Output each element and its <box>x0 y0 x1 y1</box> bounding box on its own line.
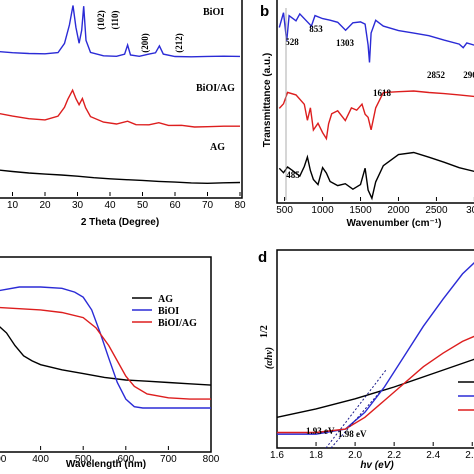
xrd-series-ag <box>0 169 241 185</box>
ftir-peak-label: 1303 <box>336 38 355 48</box>
ftir-series-1 <box>278 90 474 141</box>
tauc-xtick-label: 2.2 <box>387 450 401 461</box>
uvvis-xtick-label: 600 <box>117 454 134 465</box>
panel-b-xlabel: Wavenumber (cm⁻¹) <box>347 218 442 229</box>
ftir-peak-label: 1618 <box>373 88 392 98</box>
ftir-xtick-label: 1500 <box>349 205 372 216</box>
svg-text:hv (eV): hv (eV) <box>360 460 394 471</box>
panel-b-ylabel: Transmittance (a.u.) <box>262 53 273 147</box>
ftir-peak-label: 528 <box>285 37 299 47</box>
uvvis-xtick-label: 500 <box>75 454 92 465</box>
uvvis-xtick-label: 400 <box>32 454 49 465</box>
uvvis-xtick-label: 300 <box>0 454 7 465</box>
ftir-peak-label: 853 <box>309 24 323 34</box>
svg-text:(αhv): (αhv) <box>264 347 275 369</box>
panel-d-tauc: d 1.6 1.8 2.0 2.2 2.4 2.6 1.93 eV 1.98 eV (αh… <box>258 249 474 471</box>
panel-d-legend-stubs <box>458 381 474 411</box>
panel-c-legend: AG BiOI BiOI/AG <box>132 294 197 329</box>
svg-text:1/2: 1/2 <box>259 325 270 338</box>
ftir-xtick-label: 2000 <box>387 205 410 216</box>
uvvis-series-bioi <box>0 286 211 409</box>
panel-a-xrd: (102) (110) (200) (212) 10 20 30 40 50 60 70 80 Bi… <box>0 0 246 228</box>
tauc-xtick-label: 2.0 <box>348 450 362 461</box>
tangent-dotted-2 <box>330 391 381 449</box>
legend-bioi: BiOI <box>158 306 179 317</box>
xrd-xtick-label: 10 <box>7 200 19 211</box>
panel-d-ylabel: (αhv) 1/2 <box>259 325 275 369</box>
series-label-ag: AG <box>210 142 225 153</box>
ftir-peak-label: 485 <box>286 170 300 180</box>
ftir-xtick-label: 1000 <box>311 205 334 216</box>
panel-a-xlabel: 2 Theta (Degree) <box>81 217 159 228</box>
xrd-xtick-label: 80 <box>234 200 246 211</box>
uvvis-xtick-label: 700 <box>160 454 177 465</box>
tauc-series-2 <box>277 335 474 434</box>
xrd-series-bioi <box>0 5 241 58</box>
tauc-series-0 <box>276 358 474 418</box>
panel-letter-d: d <box>258 249 267 266</box>
legend-bioi-ag: BiOI/AG <box>158 318 197 329</box>
ftir-series-2 <box>278 151 474 201</box>
ftir-xtick-label: 500 <box>276 205 293 216</box>
legend-ag: AG <box>158 294 173 305</box>
tauc-xtick-label: 1.6 <box>270 450 284 461</box>
tauc-xtick-label: 2.4 <box>426 450 440 461</box>
ftir-peak-label: 296 <box>463 70 474 80</box>
panel-b-ftir: b 528 853 1303 1618 2852 296 485 500 1000 1500 20… <box>260 0 474 229</box>
panel-b-frame <box>276 0 474 204</box>
bandgap-label-2: 1.98 eV <box>338 429 367 439</box>
series-label-bioi: BiOI <box>203 7 224 18</box>
panel-c-frame <box>0 256 212 453</box>
xrd-xtick-label: 60 <box>169 200 181 211</box>
xrd-xtick-label: 20 <box>39 200 51 211</box>
tauc-xtick-label: 1.8 <box>309 450 323 461</box>
ftir-xtick-label: 300 <box>466 205 474 216</box>
ftir-peak-label: 2852 <box>427 70 446 80</box>
xrd-xtick-label: 70 <box>202 200 214 211</box>
xrd-xtick-label: 50 <box>137 200 149 211</box>
xrd-series-bioi-ag <box>0 88 240 128</box>
panel-d-frame <box>276 249 474 449</box>
uvvis-series-bioi-ag <box>0 306 211 400</box>
panel-c-xlabel: Wavelength (nm) <box>66 459 146 470</box>
series-label-bioi-ag: BiOI/AG <box>196 83 235 94</box>
xrd-peak-label: (200) <box>140 33 150 53</box>
panel-letter-b: b <box>260 3 269 20</box>
panel-a-frame <box>0 0 243 199</box>
tauc-series-1 <box>277 262 474 435</box>
uvvis-series-ag <box>0 326 212 386</box>
tangent-dotted-1 <box>325 369 387 449</box>
xrd-xtick-label: 40 <box>104 200 116 211</box>
xrd-peak-label: (212) <box>174 33 184 53</box>
panel-d-xlabel: hv (eV) <box>360 460 394 471</box>
xrd-peak-label: (102) <box>96 10 106 30</box>
uvvis-xtick-label: 800 <box>203 454 220 465</box>
xrd-peak-label: (110) <box>110 10 120 29</box>
tauc-xtick-label: 2.6 <box>465 450 474 461</box>
xrd-xtick-label: 30 <box>72 200 84 211</box>
ftir-xtick-label: 2500 <box>425 205 448 216</box>
bandgap-label-1: 1.93 eV <box>306 426 335 436</box>
ftir-series-0 <box>278 12 474 63</box>
panel-c-uvvis: 300 400 500 600 700 800 AG BiOI BiOI/AG Wavel… <box>0 256 220 470</box>
